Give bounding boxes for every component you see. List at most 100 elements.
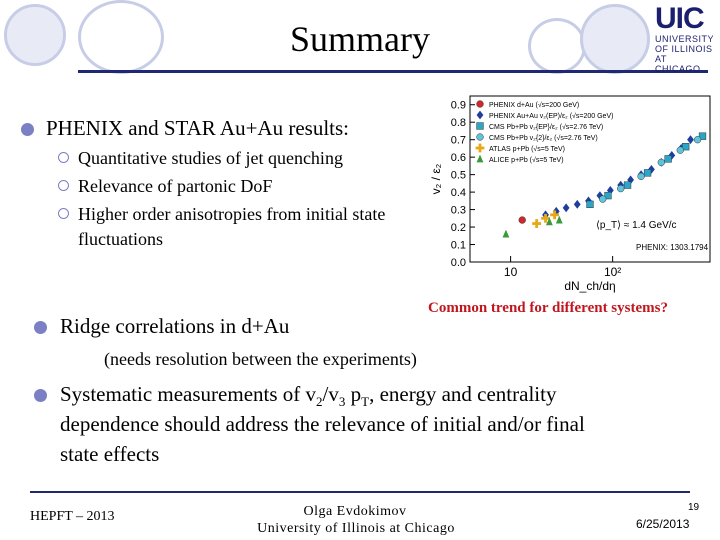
chart-reference: PHENIX: 1303.1794 — [636, 243, 709, 252]
marker-bar — [553, 210, 557, 220]
text-part: , energy and centrality — [369, 382, 557, 406]
marker-bar — [535, 219, 539, 228]
data-point — [698, 132, 707, 140]
x-axis-label: dN_ch/dη — [564, 279, 615, 293]
legend-marker — [475, 143, 485, 153]
y-tick-label: 0.2 — [451, 222, 466, 234]
data-point — [518, 216, 526, 224]
data-point — [604, 191, 612, 200]
y-tick-label: 0.5 — [451, 170, 466, 182]
legend-label: ATLAS p+Pb (√s=5 TeV) — [489, 145, 565, 153]
data-point — [550, 210, 560, 220]
data-point — [573, 199, 581, 209]
chart-legend: PHENIX d+Au (√s=200 GeV) PHENIX Au+Au v₂(… — [489, 101, 613, 164]
bullet-ridge: Ridge correlations in d+Au — [60, 314, 290, 338]
uic-logo: UIC UNIVERSITY OF ILLINOIS AT CHICAGO — [655, 2, 715, 75]
data-point — [643, 169, 652, 177]
footer-author: Olga Evdokimov — [303, 504, 407, 519]
marker-bar — [544, 213, 547, 223]
data-point — [682, 143, 690, 151]
decor-circle-4 — [580, 4, 650, 74]
y-tick-label: 0.4 — [451, 187, 466, 199]
data-point — [545, 217, 553, 226]
data-point — [623, 181, 632, 189]
sub-bullet-icon — [58, 180, 69, 191]
footer-affiliation: University of Illinois at Chicago — [257, 521, 455, 536]
y-tick-label: 0.3 — [451, 205, 466, 217]
data-point — [664, 155, 672, 163]
bullet-systematic: Systematic measurements of v2/v3 pT, ene… — [60, 382, 556, 410]
legend-label: CMS Pb+Pb v₂{2}/ε₂ (√s=2.76 TeV) — [489, 134, 598, 142]
subscript: T — [361, 394, 370, 410]
legend-marker — [476, 133, 484, 141]
legend-label: PHENIX d+Au (√s=200 GeV) — [489, 101, 579, 109]
data-point — [617, 184, 625, 193]
bullet-icon — [21, 123, 34, 136]
text-part: p — [345, 382, 362, 406]
decor-circle-3 — [528, 18, 586, 74]
data-point — [596, 191, 604, 200]
common-trend-note: Common trend for different systems? — [428, 300, 668, 316]
sub-bullet-jet-quenching: Quantitative studies of jet quenching — [78, 148, 343, 168]
y-tick-label: 0.8 — [451, 117, 466, 129]
y-axis-label: v₂ / ε₂ — [429, 163, 443, 194]
bullet-icon — [34, 321, 47, 334]
data-point — [693, 136, 702, 144]
data-point — [606, 185, 614, 195]
data-point — [687, 135, 694, 145]
sub-bullet-anisotropies: Higher order anisotropies from initial s… — [78, 204, 386, 224]
legend-marker — [476, 110, 484, 120]
y-tick-label: 0.7 — [451, 135, 466, 147]
footer-date: 6/25/2013 — [636, 517, 690, 531]
y-tick-label: 0.0 — [451, 257, 466, 269]
data-point — [502, 229, 510, 238]
text-part: /v — [322, 382, 339, 406]
data-point — [586, 200, 594, 208]
text-part: Systematic measurements of v — [60, 382, 317, 406]
data-point — [599, 195, 607, 203]
legend-marker — [476, 154, 484, 163]
logo-line3: AT CHICAGO — [655, 54, 701, 74]
plot-frame — [469, 95, 711, 263]
subscript: 2 — [316, 394, 323, 410]
bullet-icon — [34, 389, 47, 402]
y-tick-label: 0.6 — [451, 152, 466, 164]
marker-bar — [478, 143, 482, 153]
logo-name: UIC — [655, 2, 705, 35]
footer-divider — [30, 491, 690, 493]
page-number: 19 — [688, 502, 700, 513]
legend-label: ALICE p+Pb (√s=5 TeV) — [489, 156, 564, 164]
bullet-systematic-line2: dependence should address the relevance … — [60, 412, 585, 436]
data-point — [562, 203, 570, 213]
data-point — [648, 164, 655, 174]
bullet-phenix-star: PHENIX and STAR Au+Au results: — [46, 116, 349, 140]
data-point — [637, 172, 645, 181]
x-tick-label: 10² — [604, 265, 621, 279]
data-point — [676, 146, 684, 154]
legend-marker — [476, 122, 484, 130]
v2-epsilon-chart: 0.0 0.1 0.2 0.3 0.4 0.5 0.6 0.7 0.8 0.9 10 10² v₂ / … — [429, 95, 711, 293]
sub-bullet-partonic-dof: Relevance of partonic DoF — [78, 176, 273, 196]
legend-label: PHENIX Au+Au v₂(EP)/ε₂ (√s=200 GeV) — [489, 112, 613, 120]
data-point — [532, 219, 542, 228]
legend-label: CMS Pb+Pb v₂{EP}/ε₂ (√s=2.76 TeV) — [489, 123, 603, 131]
page-title: Summary — [290, 19, 430, 59]
subscript: 3 — [338, 394, 346, 410]
resolution-note: (needs resolution between the experiment… — [104, 349, 417, 369]
y-tick-label: 0.9 — [451, 100, 466, 112]
logo-line2: OF ILLINOIS — [655, 44, 713, 54]
title-divider — [78, 70, 708, 73]
data-point — [555, 215, 563, 224]
logo-line1: UNIVERSITY — [655, 34, 715, 44]
data-point — [657, 158, 665, 167]
x-tick-label: 10 — [504, 265, 518, 279]
decor-circle-2 — [78, 0, 164, 74]
bullet-systematic-line3: state effects — [60, 442, 160, 466]
legend-marker — [476, 100, 484, 108]
footer-conference: HEPFT – 2013 — [30, 509, 115, 524]
data-point — [541, 213, 550, 223]
decor-circle-1 — [4, 4, 66, 66]
sub-bullet-icon — [58, 208, 69, 219]
y-tick-label: 0.1 — [451, 240, 466, 252]
sub-bullet-icon — [58, 152, 69, 163]
